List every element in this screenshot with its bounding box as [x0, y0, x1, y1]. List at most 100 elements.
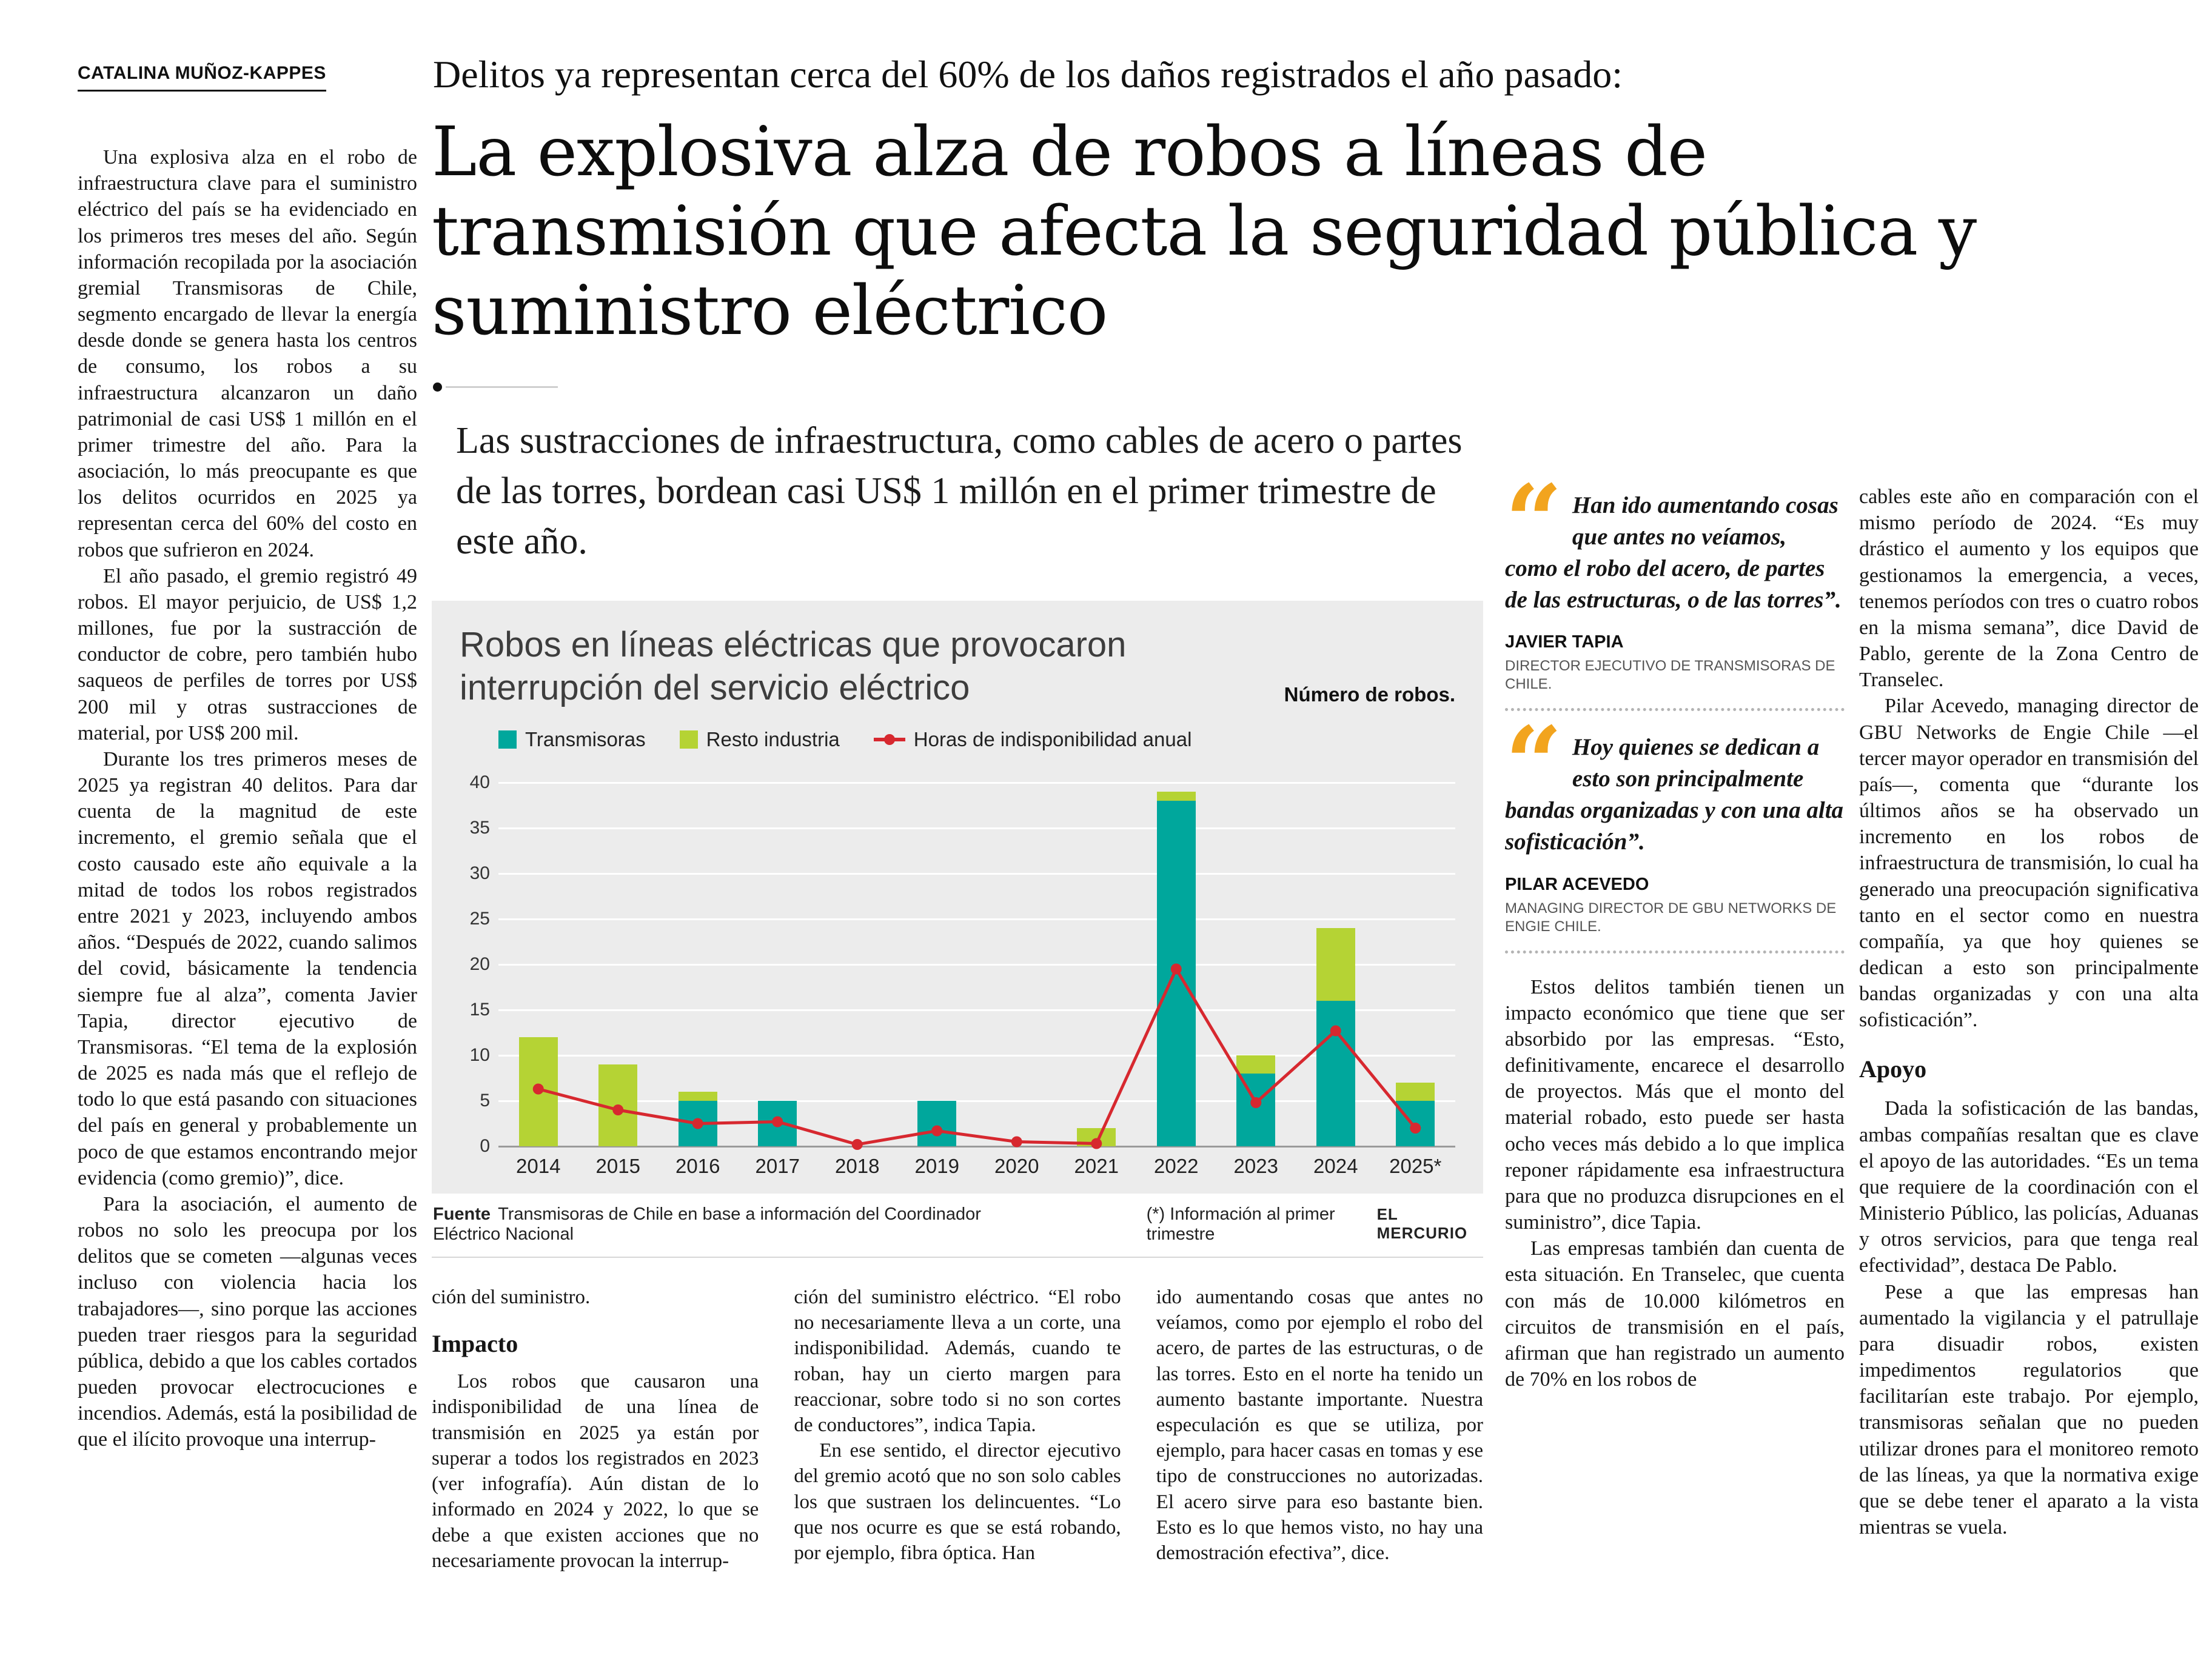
- column-5-top: cables este año en comparación con el mi…: [1859, 484, 2199, 1034]
- y-axis-tick-label: 0: [480, 1135, 490, 1156]
- x-axis-label: 2020: [994, 1154, 1039, 1177]
- x-axis-label: 2023: [1233, 1154, 1278, 1177]
- bottom-column-1: ción del suministro. Impacto Los robos q…: [432, 1284, 759, 1574]
- paragraph: Pese a que las empresas han aumentado la…: [1859, 1280, 2199, 1539]
- bottom-columns: ción del suministro. Impacto Los robos q…: [432, 1284, 1483, 1574]
- source-text: Transmisoras de Chile en base a informac…: [433, 1204, 981, 1244]
- y-axis-tick-label: 15: [469, 999, 490, 1020]
- paragraph: Pilar Acevedo, managing director de GBU …: [1859, 695, 2199, 1032]
- x-axis-label: 2017: [755, 1154, 800, 1177]
- gridline: [498, 1145, 1455, 1148]
- legend-swatch-transmisoras-icon: [498, 730, 517, 749]
- x-axis-label: 2015: [595, 1154, 640, 1177]
- paragraph: ido aumentando cosas que antes no veíamo…: [1156, 1286, 1483, 1565]
- gridline: [498, 872, 1455, 875]
- x-axis-label: 2019: [914, 1154, 959, 1177]
- byline: CATALINA MUÑOZ-KAPPES: [78, 63, 326, 92]
- y-axis-tick-label: 10: [469, 1044, 490, 1065]
- y-axis-tick-label: 30: [469, 863, 490, 883]
- header-zone: Delitos ya representan cerca del 60% de …: [432, 52, 2033, 1574]
- source-prefix: Fuente: [433, 1204, 491, 1224]
- dotted-divider: [1505, 708, 1845, 712]
- publisher-credit: EL MERCURIO: [1376, 1204, 1468, 1242]
- legend-label: Transmisoras: [525, 727, 646, 750]
- y-axis-tick-label: 5: [480, 1090, 490, 1111]
- headline-rule: [433, 383, 2033, 392]
- quote-author-name: PILAR ACEVEDO: [1505, 874, 1649, 894]
- chart-plot: 0 5 10 15 20 25 30 35 40 2014 2015 2016 2017 2018 2019…: [470, 772, 1455, 1177]
- legend-line-marker-icon: [873, 737, 905, 741]
- x-axis-label: 2025*: [1389, 1154, 1442, 1177]
- paragraph: En ese sentido, el director ejecutivo de…: [794, 1440, 1121, 1565]
- headline: La explosiva alza de robos a líneas de t…: [432, 113, 1977, 351]
- gridline: [498, 781, 1455, 784]
- legend-item-transmisoras: Transmisoras: [498, 728, 646, 751]
- legend-label: Horas de indisponibilidad anual: [913, 727, 1192, 750]
- paragraph: Dada la sofisticación de las bandas, amb…: [1859, 1097, 2199, 1277]
- pull-quote-2: “Hoy quienes se dedican a esto son princ…: [1505, 704, 1845, 857]
- bar-segment-resto-industria: [1236, 1055, 1276, 1074]
- deck: Las sustracciones de infraestructura, co…: [456, 420, 1463, 563]
- paragraph: Estos delitos también tienen un impacto …: [1505, 975, 1845, 1234]
- bar-segment-resto-industria: [1396, 1082, 1435, 1101]
- gridline: [498, 1100, 1455, 1102]
- right-article-column: cables este año en comparación con el mi…: [1859, 484, 2199, 1540]
- pull-quote-1: “Han ido aumentando cosas que antes no v…: [1505, 463, 1845, 615]
- quote-text: Hoy quienes se dedican a esto son princi…: [1505, 734, 1844, 855]
- bar-segment-transmisoras: [1236, 1073, 1276, 1146]
- quote-author-role: DIRECTOR EJECUTIVO DE TRANSMISORAS DE CH…: [1505, 658, 1835, 693]
- paragraph: ción del suministro.: [432, 1286, 591, 1308]
- paragraph: Una explosiva alza en el robo de infraes…: [78, 146, 417, 561]
- quote-mark-icon: “: [1505, 704, 1563, 823]
- bar-segment-resto-industria: [1316, 927, 1355, 1001]
- gridline: [498, 827, 1455, 829]
- chart-header: Robos en líneas eléctricas que provocaro…: [460, 624, 1455, 710]
- left-article-column: Una explosiva alza en el robo de infraes…: [78, 144, 417, 1453]
- chart-legend: Transmisoras Resto industria Horas de in…: [498, 728, 1455, 751]
- chart-footnote: (*) Información al primer trimestre: [1146, 1204, 1335, 1244]
- gridline: [498, 1054, 1455, 1057]
- paragraph: Los robos que causaron una indisponibili…: [432, 1371, 759, 1572]
- paragraph: Las empresas también dan cuenta de esta …: [1505, 1237, 1845, 1391]
- paragraph: Durante los tres primeros meses de 2025 …: [78, 747, 417, 1189]
- subhead-impacto: Impacto: [432, 1330, 518, 1358]
- legend-item-horas: Horas de indisponibilidad anual: [873, 727, 1192, 751]
- x-axis-label: 2021: [1074, 1154, 1119, 1177]
- bottom-column-2: ción del suministro eléctrico. “El robo …: [794, 1284, 1121, 1574]
- bar-segment-transmisoras: [1316, 1000, 1355, 1146]
- y-axis-tick-label: 25: [469, 908, 490, 929]
- dotted-divider: [1505, 950, 1845, 954]
- paragraph: El año pasado, el gremio registró 49 rob…: [78, 564, 417, 744]
- quotes-column: “Han ido aumentando cosas que antes no v…: [1505, 463, 1845, 1393]
- column-5-bottom: Dada la sofisticación de las bandas, amb…: [1859, 1095, 2199, 1540]
- chart-unit-label: Número de robos.: [1284, 683, 1455, 706]
- subhead-apoyo: Apoyo: [1859, 1055, 1927, 1083]
- chart-source-row: Fuente Transmisoras de Chile en base a in…: [432, 1194, 1483, 1258]
- quote-1-attribution: JAVIER TAPIA DIRECTOR EJECUTIVO DE TRANS…: [1505, 631, 1845, 693]
- paragraph: Para la asociación, el aumento de robos …: [78, 1192, 417, 1451]
- chart-title: Robos en líneas eléctricas que provocaro…: [460, 625, 1127, 708]
- quote-author-role: MANAGING DIRECTOR DE GBU NETWORKS DE ENG…: [1505, 900, 1837, 935]
- y-axis-tick-label: 40: [469, 772, 490, 792]
- gridline: [498, 918, 1455, 920]
- quote-mark-icon: “: [1505, 463, 1563, 580]
- column-4-body: Estos delitos también tienen un impacto …: [1505, 974, 1845, 1393]
- gridline: [498, 963, 1455, 966]
- x-axis-label: 2014: [516, 1154, 561, 1177]
- rule-line: [446, 386, 558, 389]
- bar-segment-resto-industria: [1156, 791, 1196, 801]
- bar-segment-resto-industria: [678, 1091, 717, 1101]
- chart-card: Robos en líneas eléctricas que provocaro…: [432, 601, 1483, 1194]
- bullet-icon: [433, 383, 442, 392]
- line-series-availability-hours: [532, 963, 1421, 1150]
- paragraph: ción del suministro eléctrico. “El robo …: [794, 1286, 1121, 1436]
- y-axis-tick-label: 35: [469, 817, 490, 838]
- x-axis-label: 2016: [675, 1154, 720, 1177]
- kicker: Delitos ya representan cerca del 60% de …: [433, 53, 1623, 96]
- quote-author-name: JAVIER TAPIA: [1505, 632, 1624, 652]
- gridline: [498, 1009, 1455, 1011]
- quote-text: Han ido aumentando cosas que antes no ve…: [1505, 492, 1842, 613]
- chart-source: Fuente Transmisoras de Chile en base a in…: [433, 1204, 1044, 1244]
- quote-2-attribution: PILAR ACEVEDO MANAGING DIRECTOR DE GBU N…: [1505, 874, 1845, 936]
- x-axis-label: 2018: [835, 1154, 880, 1177]
